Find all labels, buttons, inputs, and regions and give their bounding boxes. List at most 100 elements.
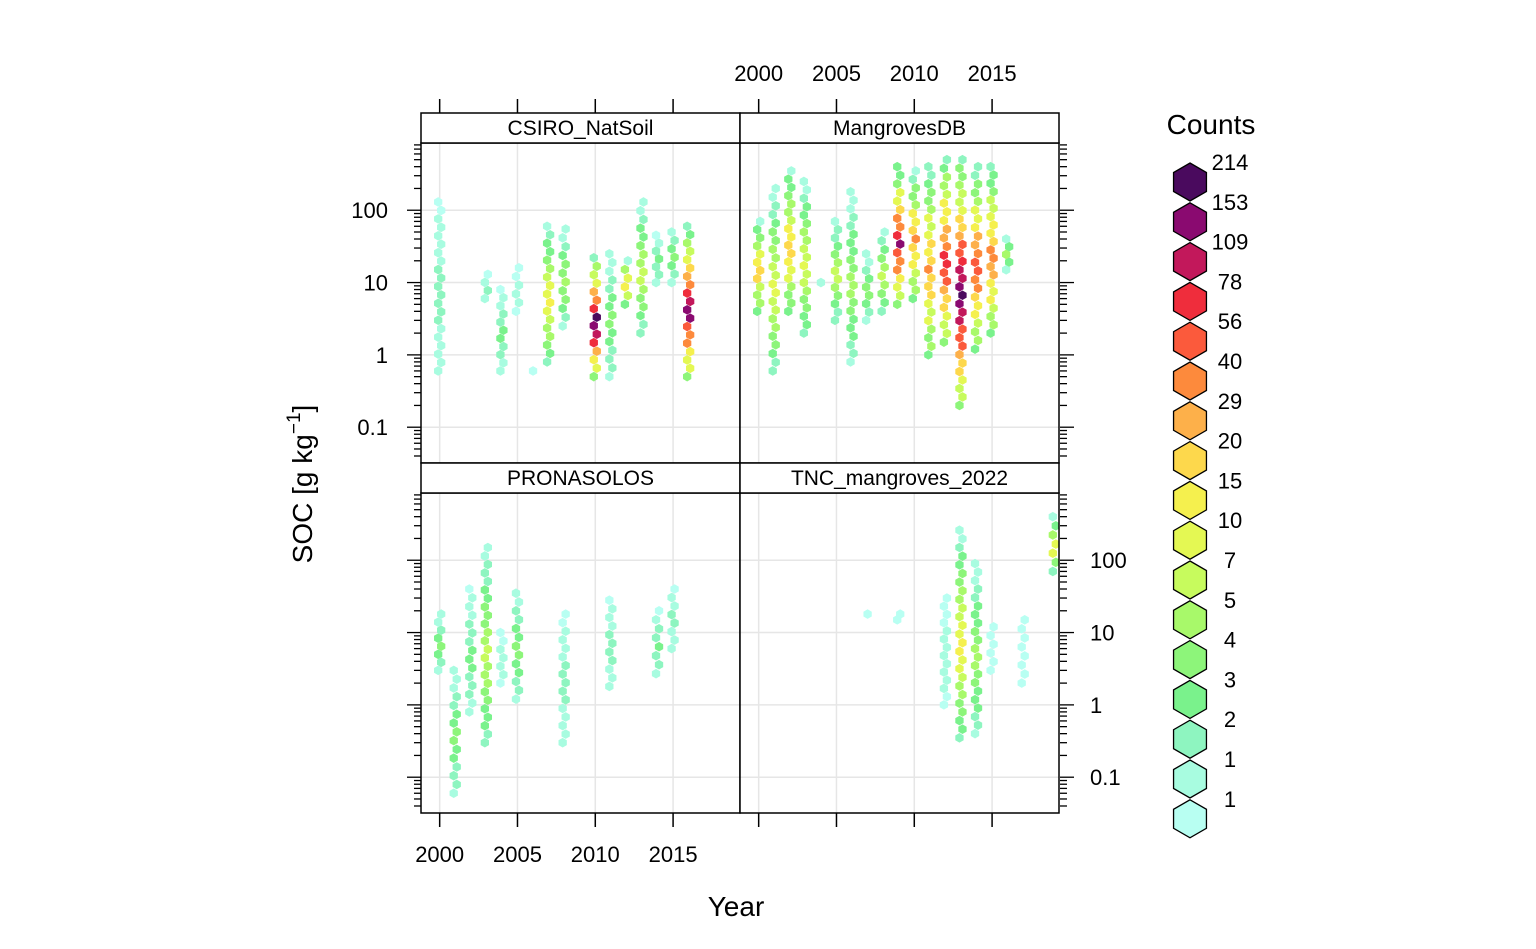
- hexbin-cell: [1001, 265, 1011, 275]
- hexbin-cell: [756, 265, 765, 276]
- hexbin-cell: [939, 180, 949, 191]
- hexbin-cell: [542, 272, 552, 282]
- hexbin-cell: [771, 235, 780, 246]
- hexbin-cell: [973, 567, 983, 577]
- hexbin-cell: [465, 619, 474, 629]
- legend-label: 56: [1218, 309, 1242, 334]
- hexbin-cell: [639, 302, 648, 312]
- hexbin-cell: [768, 227, 777, 237]
- hexbin-cell: [639, 284, 648, 295]
- hexbin-cell: [753, 306, 762, 317]
- hexbin-cell: [452, 744, 461, 755]
- hexbin-cell: [561, 626, 570, 637]
- hexbin-cell: [605, 595, 614, 606]
- hexbin-cell: [623, 255, 633, 266]
- hexbin-cell: [682, 288, 692, 298]
- hexbin-cell: [942, 626, 952, 636]
- hexbin-cell: [511, 606, 521, 616]
- hexbin-cell: [973, 248, 983, 259]
- hexbin-cell: [558, 233, 567, 243]
- hexbin-cell: [955, 214, 964, 224]
- hexbin-cell: [768, 192, 777, 202]
- hexbin-cell: [592, 346, 601, 356]
- legend-label: 214: [1212, 150, 1249, 175]
- hexbin-cell: [958, 205, 967, 216]
- legend-swatch: [1172, 679, 1208, 720]
- hexbin-cell: [465, 654, 474, 665]
- hexbin-cell: [849, 280, 858, 291]
- hexbin-cell: [434, 649, 443, 660]
- hexbin-cell: [592, 312, 601, 323]
- hexbin-cell: [986, 328, 995, 338]
- hexbin-cell: [973, 703, 983, 713]
- hexbin-cell: [753, 290, 762, 300]
- hexbin-cell: [958, 672, 967, 683]
- hexbin-cell: [846, 323, 855, 333]
- y-axis-label-superscript: −1: [284, 412, 305, 434]
- hexbin-cell: [799, 193, 809, 204]
- hexbin-cell: [787, 265, 796, 275]
- hexbin-cell: [651, 668, 661, 679]
- hexbin-cell: [784, 306, 793, 317]
- hexbin-cell: [480, 585, 490, 595]
- hexbin-points: [434, 197, 695, 382]
- hexbin-cell: [756, 282, 765, 292]
- hexbin-cell: [561, 224, 570, 234]
- hexbin-cell: [958, 273, 967, 284]
- hexbin-cell: [670, 618, 679, 628]
- hexbin-cell: [958, 534, 967, 544]
- hexbin-cell: [468, 610, 477, 621]
- hexbin-cell: [1020, 615, 1029, 625]
- hexbin-cell: [939, 700, 949, 710]
- hexbin-cell: [986, 278, 995, 288]
- hexbin-cell: [989, 170, 998, 180]
- hexbin-cell: [768, 279, 777, 289]
- hexbin-cell: [849, 314, 858, 325]
- hexbin-cell: [605, 266, 614, 277]
- hexbin-cell: [651, 230, 661, 241]
- hexbin-cell: [654, 269, 664, 280]
- legend-label: 2: [1224, 707, 1236, 732]
- hexbin-cell: [784, 190, 793, 201]
- hexbin-cell: [667, 643, 676, 654]
- panels-layer: CSIRO_NatSoil MangrovesDB PRONASOLOS TNC_ma…: [420, 112, 1060, 814]
- hexbin-cell: [846, 272, 855, 282]
- legend-swatch: [1172, 162, 1208, 202]
- hexbin-cell: [955, 180, 964, 190]
- hexbin-cell: [942, 241, 952, 252]
- hexbin-cell: [542, 306, 552, 316]
- hexbin-cell: [924, 247, 933, 258]
- hexbin-cell: [955, 594, 964, 605]
- hexbin-cell: [483, 542, 493, 553]
- hexbin-cell: [911, 217, 920, 227]
- hexbin-cell: [667, 592, 676, 603]
- hexbin-cell: [784, 256, 793, 267]
- hexbin-cell: [561, 277, 570, 287]
- hexbin-cell: [545, 331, 555, 342]
- hexbin-cell: [465, 707, 474, 717]
- hexbin-cell: [939, 601, 949, 612]
- hexbin-cell: [511, 306, 521, 317]
- hexbin-cell: [434, 230, 443, 241]
- hexbin-cell: [542, 323, 552, 333]
- hexbin-cell: [768, 244, 777, 255]
- hexbin-points: [434, 542, 679, 799]
- hexbin-cell: [955, 525, 964, 536]
- legend-label: 40: [1218, 349, 1242, 374]
- hexbin-cell: [514, 650, 524, 660]
- hexbin-cell: [911, 200, 920, 210]
- hexbin-cell: [942, 642, 952, 653]
- hexbin-cell: [558, 652, 567, 662]
- hexbin-cell: [802, 319, 812, 330]
- hexbin-cell: [939, 215, 949, 226]
- hexbin-cell: [939, 337, 949, 347]
- hexbin-cell: [911, 166, 920, 176]
- hexbin-cell: [437, 657, 446, 668]
- hexbin-cell: [589, 354, 598, 365]
- hexbin-cell: [830, 249, 840, 260]
- hexbin-cell: [437, 357, 446, 368]
- hexbin-cell: [970, 660, 980, 671]
- hexbin-cell: [973, 161, 983, 172]
- hexbin-cell: [1001, 249, 1011, 260]
